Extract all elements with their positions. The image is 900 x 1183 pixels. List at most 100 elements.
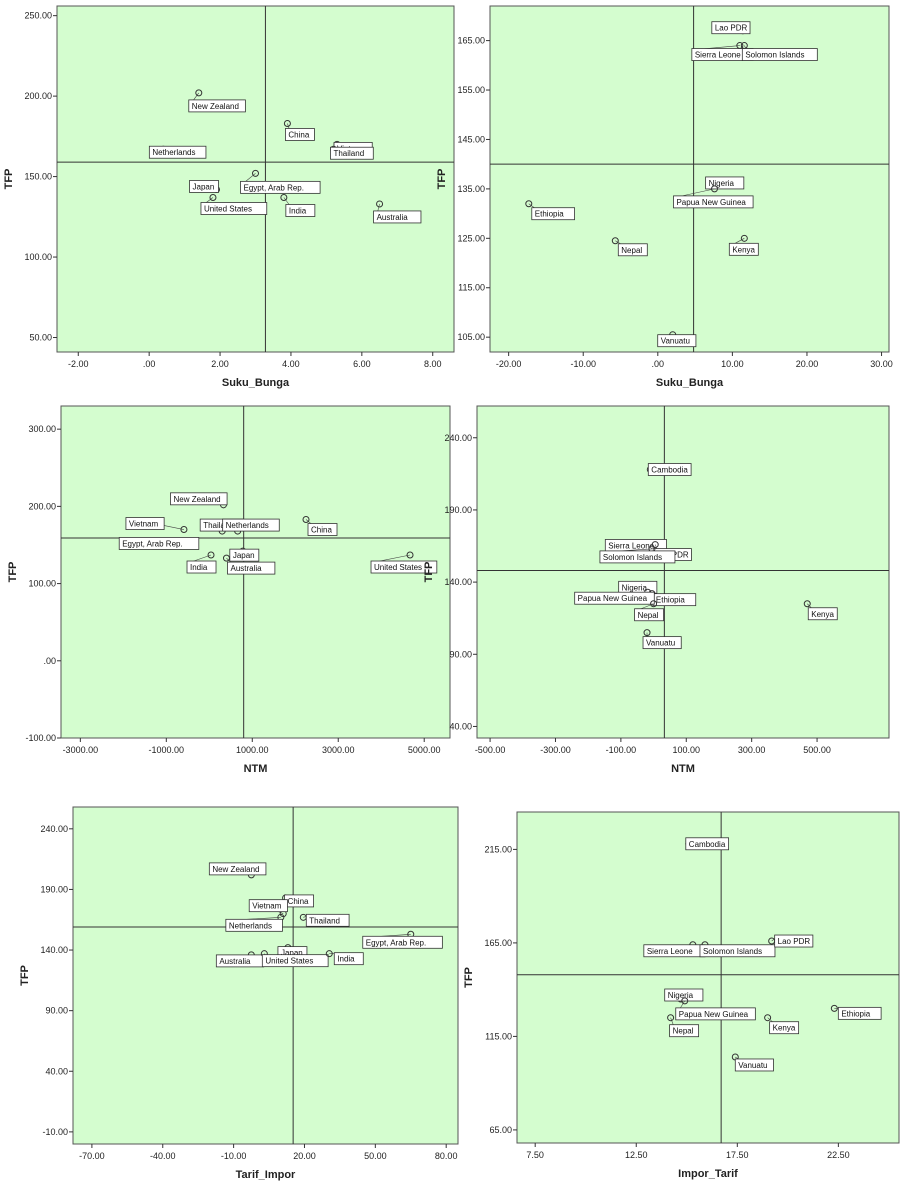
point-label: Japan — [281, 949, 303, 958]
point-label: Thailand — [203, 521, 234, 530]
data-point: Vietnam — [248, 899, 288, 918]
data-point: Australia — [222, 554, 276, 575]
data-point: Kenya — [764, 1014, 800, 1035]
point-marker — [180, 526, 188, 534]
point-label: Thailand — [309, 916, 340, 925]
y-tick-label: 135.00 — [457, 184, 485, 194]
x-axis-title: Impor_Tarif — [678, 1168, 738, 1180]
data-point: Sierra Leone — [604, 539, 667, 552]
data-point: New Zealand — [188, 89, 246, 113]
point-marker — [302, 515, 310, 523]
point-label-box — [599, 550, 676, 564]
x-tick-label: 6.00 — [353, 359, 371, 369]
point-label: United States — [204, 205, 252, 214]
y-tick-label: 65.00 — [489, 1125, 512, 1135]
point-label-box — [370, 560, 438, 574]
point-label-box — [330, 146, 374, 160]
point-label-box — [305, 913, 350, 927]
point-marker — [207, 551, 215, 559]
data-point: China — [283, 119, 315, 141]
data-point: Vanuatu — [642, 629, 682, 650]
scatter-panel-2: -20.00 -10.00 .00 10.00 20.00 30.00 105.00 115.… — [436, 5, 893, 389]
point-label-box — [333, 952, 364, 966]
point-label: China — [311, 525, 332, 534]
y-tick-label: 215.00 — [484, 844, 512, 854]
data-point: Nigeria — [664, 988, 704, 1003]
y-tick-label: 115.00 — [458, 283, 485, 293]
x-tick-label: 30.00 — [870, 359, 893, 369]
y-tick-label: 125.00 — [457, 233, 485, 243]
y-tick-label: 100.00 — [28, 579, 56, 589]
data-point: Netherlands — [222, 518, 280, 535]
x-tick-label: 4.00 — [282, 359, 300, 369]
point-label-box — [574, 591, 655, 605]
point-label-box — [741, 48, 818, 61]
point-marker — [803, 600, 811, 608]
point-label-box — [647, 463, 692, 476]
point-label: China — [288, 897, 309, 906]
point-label: Kenya — [773, 1024, 796, 1033]
data-point: Papua New Guinea — [574, 588, 655, 605]
x-tick-label: -2.00 — [68, 359, 89, 369]
point-label-box — [837, 1006, 882, 1020]
point-label: Lao PDR — [778, 937, 811, 946]
data-point: Australia — [373, 200, 422, 224]
point-label-box — [227, 561, 276, 575]
x-tick-label: 7.50 — [526, 1150, 544, 1160]
data-point: Thailand — [329, 145, 374, 160]
y-tick-label: 50.00 — [29, 333, 52, 343]
point-label: New Zealand — [192, 102, 239, 111]
x-tick-label: 22.50 — [827, 1150, 850, 1160]
point-label: Vanuatu — [646, 639, 675, 648]
point-label: Vanuatu — [738, 1061, 767, 1070]
point-label-box — [261, 954, 329, 968]
point-label: Japan — [233, 551, 255, 560]
x-tick-label: -500.00 — [475, 745, 506, 755]
point-label-box — [125, 517, 165, 530]
point-label: Kenya — [732, 245, 755, 254]
x-tick-label: .00 — [652, 359, 665, 369]
point-label-box — [222, 518, 280, 532]
y-axis-title: TFP — [423, 562, 435, 583]
data-point: Netherlands — [148, 145, 207, 159]
point-label-box — [711, 21, 751, 35]
x-tick-label: 50.00 — [364, 1151, 387, 1161]
data-point: New Zealand — [170, 492, 228, 509]
plot-area — [56, 5, 455, 353]
y-tick-label: -10.00 — [42, 1127, 68, 1137]
x-axis-title: Suku_Bunga — [656, 377, 724, 389]
data-point: Papua New Guinea — [673, 185, 754, 209]
point-label: Netherlands — [226, 521, 269, 530]
y-tick-label: -100.00 — [25, 733, 56, 743]
y-tick-label: 200.00 — [28, 501, 56, 511]
point-label: China — [288, 130, 309, 139]
y-axis-title: TFP — [463, 967, 475, 988]
y-tick-label: 105.00 — [457, 332, 485, 342]
point-label-box — [186, 560, 217, 574]
x-tick-label: 300.00 — [738, 745, 766, 755]
y-tick-label: 140.00 — [40, 945, 68, 955]
point-label: Papua New Guinea — [676, 198, 746, 207]
point-marker — [681, 997, 689, 1005]
scatter-panel-5: -70.00 -40.00 -10.00 20.00 50.00 80.00 -10.00 4… — [19, 806, 459, 1181]
point-label-box — [362, 935, 443, 949]
x-tick-label: 2.00 — [211, 359, 229, 369]
x-tick-label: 5000.00 — [408, 745, 441, 755]
y-tick-label: 40.00 — [45, 1066, 68, 1076]
x-axis-title: NTM — [244, 763, 268, 775]
data-point: Papua New Guinea — [675, 997, 756, 1021]
data-point: Vanuatu — [657, 331, 697, 348]
point-label: Nigeria — [709, 179, 735, 188]
point-marker — [280, 194, 288, 202]
point-label: New Zealand — [212, 865, 259, 874]
data-point: Cambodia — [646, 463, 692, 476]
x-tick-label: -1000.00 — [149, 745, 185, 755]
point-label: Ethiopia — [656, 596, 685, 605]
data-point: Thailand — [299, 913, 350, 927]
point-marker — [651, 541, 659, 549]
point-label-box — [188, 99, 246, 113]
data-point: China — [302, 515, 338, 536]
point-label-box — [189, 180, 219, 193]
point-marker — [325, 950, 333, 958]
